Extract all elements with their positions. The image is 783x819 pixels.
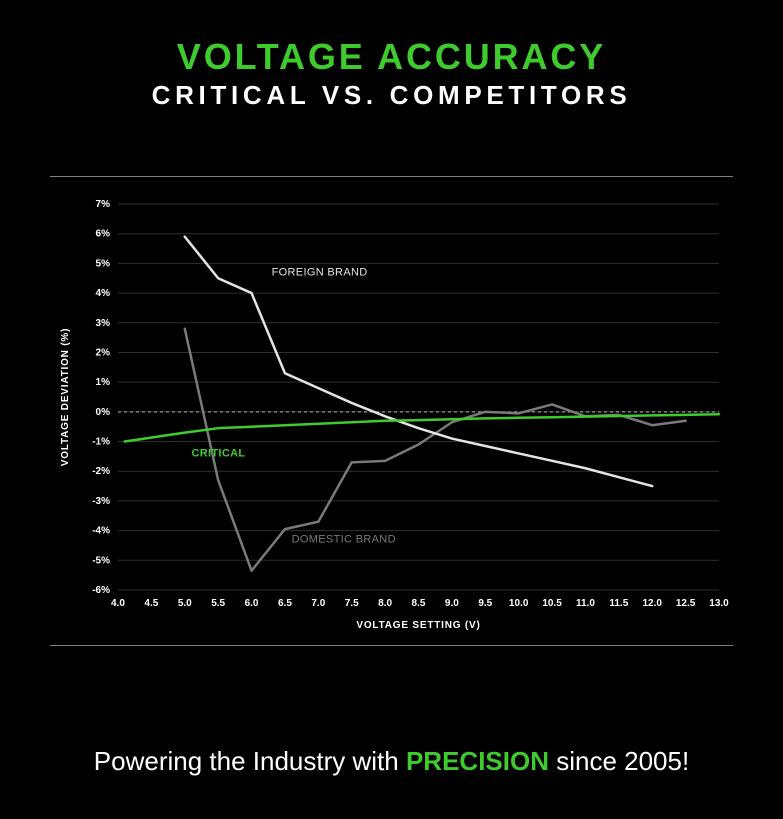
svg-text:7%: 7%: [96, 199, 111, 210]
svg-text:1%: 1%: [96, 377, 111, 388]
title-line-2: CRITICAL VS. COMPETITORS: [0, 80, 783, 111]
svg-text:8.0: 8.0: [378, 598, 392, 609]
svg-text:8.5: 8.5: [412, 598, 426, 609]
svg-text:7.5: 7.5: [345, 598, 359, 609]
tagline-post: since 2005!: [549, 746, 689, 776]
svg-text:-6%: -6%: [92, 585, 110, 596]
svg-text:-5%: -5%: [92, 555, 110, 566]
svg-text:FOREIGN BRAND: FOREIGN BRAND: [272, 266, 368, 278]
svg-text:2%: 2%: [96, 347, 111, 358]
svg-text:-4%: -4%: [92, 526, 110, 537]
svg-text:5%: 5%: [96, 258, 111, 269]
svg-text:DOMESTIC BRAND: DOMESTIC BRAND: [292, 533, 396, 545]
svg-text:3%: 3%: [96, 318, 111, 329]
svg-text:11.0: 11.0: [576, 598, 595, 609]
svg-text:-2%: -2%: [92, 466, 110, 477]
svg-text:10.5: 10.5: [542, 598, 562, 609]
tagline-highlight: PRECISION: [406, 746, 549, 776]
svg-text:0%: 0%: [96, 407, 111, 418]
svg-text:9.5: 9.5: [478, 598, 492, 609]
svg-text:13.0: 13.0: [709, 598, 729, 609]
svg-text:4%: 4%: [96, 288, 111, 299]
title-line-1: VOLTAGE ACCURACY: [0, 36, 783, 78]
chart-container: -6% -5% -4% -3% -2% -1% 0% 1% 2% 3% 4% 5% 6% 7% 4.0 4.5…: [50, 176, 733, 646]
svg-text:VOLTAGE DEVIATION (%): VOLTAGE DEVIATION (%): [60, 328, 71, 466]
svg-text:6%: 6%: [96, 229, 111, 240]
svg-text:6.5: 6.5: [278, 598, 292, 609]
svg-text:4.5: 4.5: [144, 598, 158, 609]
divider-bottom: [50, 645, 733, 646]
svg-text:6.0: 6.0: [245, 598, 259, 609]
svg-text:4.0: 4.0: [111, 598, 125, 609]
svg-text:7.0: 7.0: [311, 598, 325, 609]
svg-text:12.5: 12.5: [676, 598, 696, 609]
svg-text:11.5: 11.5: [609, 598, 628, 609]
svg-text:-3%: -3%: [92, 496, 110, 507]
svg-text:10.0: 10.0: [509, 598, 529, 609]
tagline-pre: Powering the Industry with: [94, 746, 406, 776]
voltage-deviation-chart: -6% -5% -4% -3% -2% -1% 0% 1% 2% 3% 4% 5% 6% 7% 4.0 4.5…: [50, 176, 733, 646]
tagline: Powering the Industry with PRECISION sin…: [0, 746, 783, 777]
divider-top: [50, 176, 733, 177]
svg-text:5.5: 5.5: [211, 598, 225, 609]
svg-text:CRITICAL: CRITICAL: [191, 447, 245, 459]
svg-text:-1%: -1%: [92, 437, 110, 448]
svg-text:9.0: 9.0: [445, 598, 459, 609]
svg-text:5.0: 5.0: [178, 598, 192, 609]
svg-text:VOLTAGE SETTING (V): VOLTAGE SETTING (V): [356, 620, 480, 631]
svg-text:12.0: 12.0: [642, 598, 662, 609]
